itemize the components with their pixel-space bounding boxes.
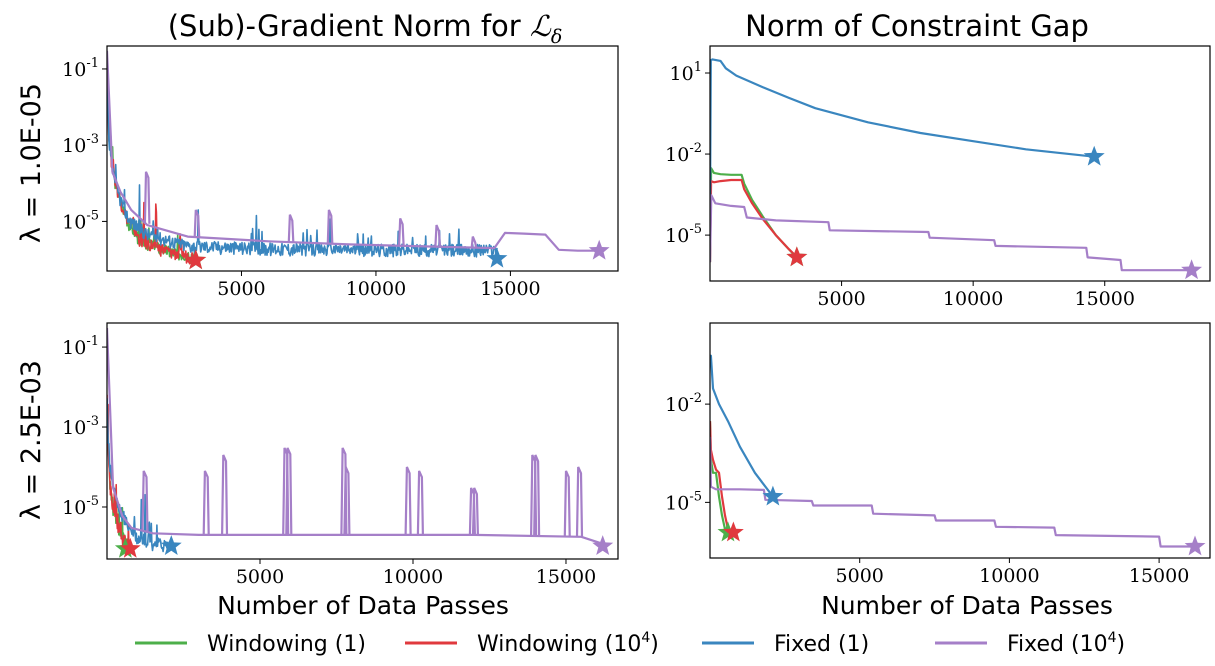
plot-area [107,50,600,265]
panel-constraint-top: 5000 10000 15000 101 10-2 10-5 [665,45,1211,310]
series-spike-3-3 [326,209,334,244]
series-spike-3-14 [575,466,584,537]
series-line-2 [710,58,1095,217]
row-label-top: λ = 1.0E-05 [16,83,47,243]
legend-label-0: Windowing (1) [207,632,366,657]
x-tick-label: 15000 [480,278,540,300]
panel-constraint-bottom: 5000 10000 15000 10-2 10-5 [665,322,1211,587]
y-tick-label: 10-1 [62,334,99,359]
series-line-2 [107,398,173,553]
series-spike-3-5 [434,224,441,247]
title-text: (Sub)-Gradient Norm for [168,9,530,43]
series-line-3 [710,436,1195,548]
legend: Windowing (1) Windowing (104) Fixed (1) Fix… [135,630,1125,657]
end-star-2 [762,485,784,506]
x-tick-label: 10000 [979,565,1039,587]
series-spike-3-12 [533,454,541,537]
series-line-3 [107,327,604,545]
series-spike-3-2 [221,454,229,535]
series-spike-3-0 [143,171,151,224]
end-star-3 [1184,535,1206,556]
series-spike-3-6 [470,236,478,248]
plot-area [107,327,604,553]
legend-label-3: Fixed (104) [1007,630,1125,657]
series-line-1 [107,67,198,265]
series-spike-3-1 [202,470,210,535]
series-spike-3-4 [398,217,405,246]
end-star-3 [1181,259,1202,280]
series-spike-3-0 [141,470,149,532]
end-star-3 [588,239,610,260]
x-tick-label: 10000 [383,566,443,588]
column-title-gradient: (Sub)-Gradient Norm for ℒδ [168,9,563,48]
x-axis-label-right: Number of Data Passes [821,591,1113,620]
y-tick-label: 10-5 [665,222,702,247]
x-tick-label: 5000 [236,566,284,588]
series-spike-3-4 [285,447,293,535]
end-star-1 [185,249,207,270]
series-spike-3-7 [404,466,412,535]
legend-label-2: Fixed (1) [774,632,869,657]
axes-frame [106,45,619,272]
title-symbol: ℒ [530,9,552,43]
end-star-1 [119,537,141,558]
x-axis-label-left: Number of Data Passes [217,591,509,620]
end-star-1 [786,246,808,267]
row-label-bottom: λ = 2.5E-03 [16,360,47,520]
series-line-3 [710,194,1192,272]
series-line-1 [710,178,799,263]
x-tick-label: 5000 [817,288,865,310]
y-tick-label: 10-5 [62,494,99,519]
y-tick-label: 10-5 [62,208,99,233]
panel-gradient-bottom: 5000 10000 15000 10-1 10-3 10-5 [62,322,619,588]
axes-frame [106,322,619,560]
x-tick-label: 15000 [536,566,596,588]
series-spike-3-13 [563,470,571,537]
series-spike-3-8 [416,470,424,535]
series-spike-3-2 [287,214,295,243]
y-tick-label: 10-5 [665,489,702,514]
series-line-3 [107,50,600,252]
series-line-0 [710,167,799,263]
y-tick-label: 10-1 [62,56,99,81]
end-star-2 [1083,145,1105,166]
y-tick-label: 10-3 [62,414,99,439]
x-tick-label: 5000 [836,565,884,587]
panel-gradient-top: 5000 10000 15000 10-1 10-3 10-5 [62,45,619,300]
x-tick-label: 5000 [217,278,265,300]
axes-frame [709,322,1211,559]
x-tick-label: 15000 [1129,565,1189,587]
plot-area [710,58,1192,272]
end-star-2 [486,247,508,268]
plot-area [710,354,1195,548]
series-spike-3-6 [343,466,351,535]
end-star-1 [722,521,744,542]
legend-label-1: Windowing (104) [477,630,659,657]
x-tick-label: 10000 [943,288,1003,310]
end-star-3 [592,535,614,555]
end-star-2 [160,535,182,555]
y-tick-label: 10-2 [665,141,702,166]
title-subscript: δ [551,26,562,48]
series-line-2 [710,354,774,498]
y-tick-label: 10-3 [62,132,99,157]
y-tick-label: 101 [670,60,702,85]
x-tick-label: 10000 [346,278,406,300]
x-tick-label: 15000 [1075,288,1135,310]
axes-frame [709,45,1211,282]
series-spike-3-1 [193,209,201,238]
column-title-constraint-gap: Norm of Constraint Gap [745,9,1089,43]
series-spike-3-10 [471,487,479,535]
y-tick-label: 10-2 [665,391,702,416]
